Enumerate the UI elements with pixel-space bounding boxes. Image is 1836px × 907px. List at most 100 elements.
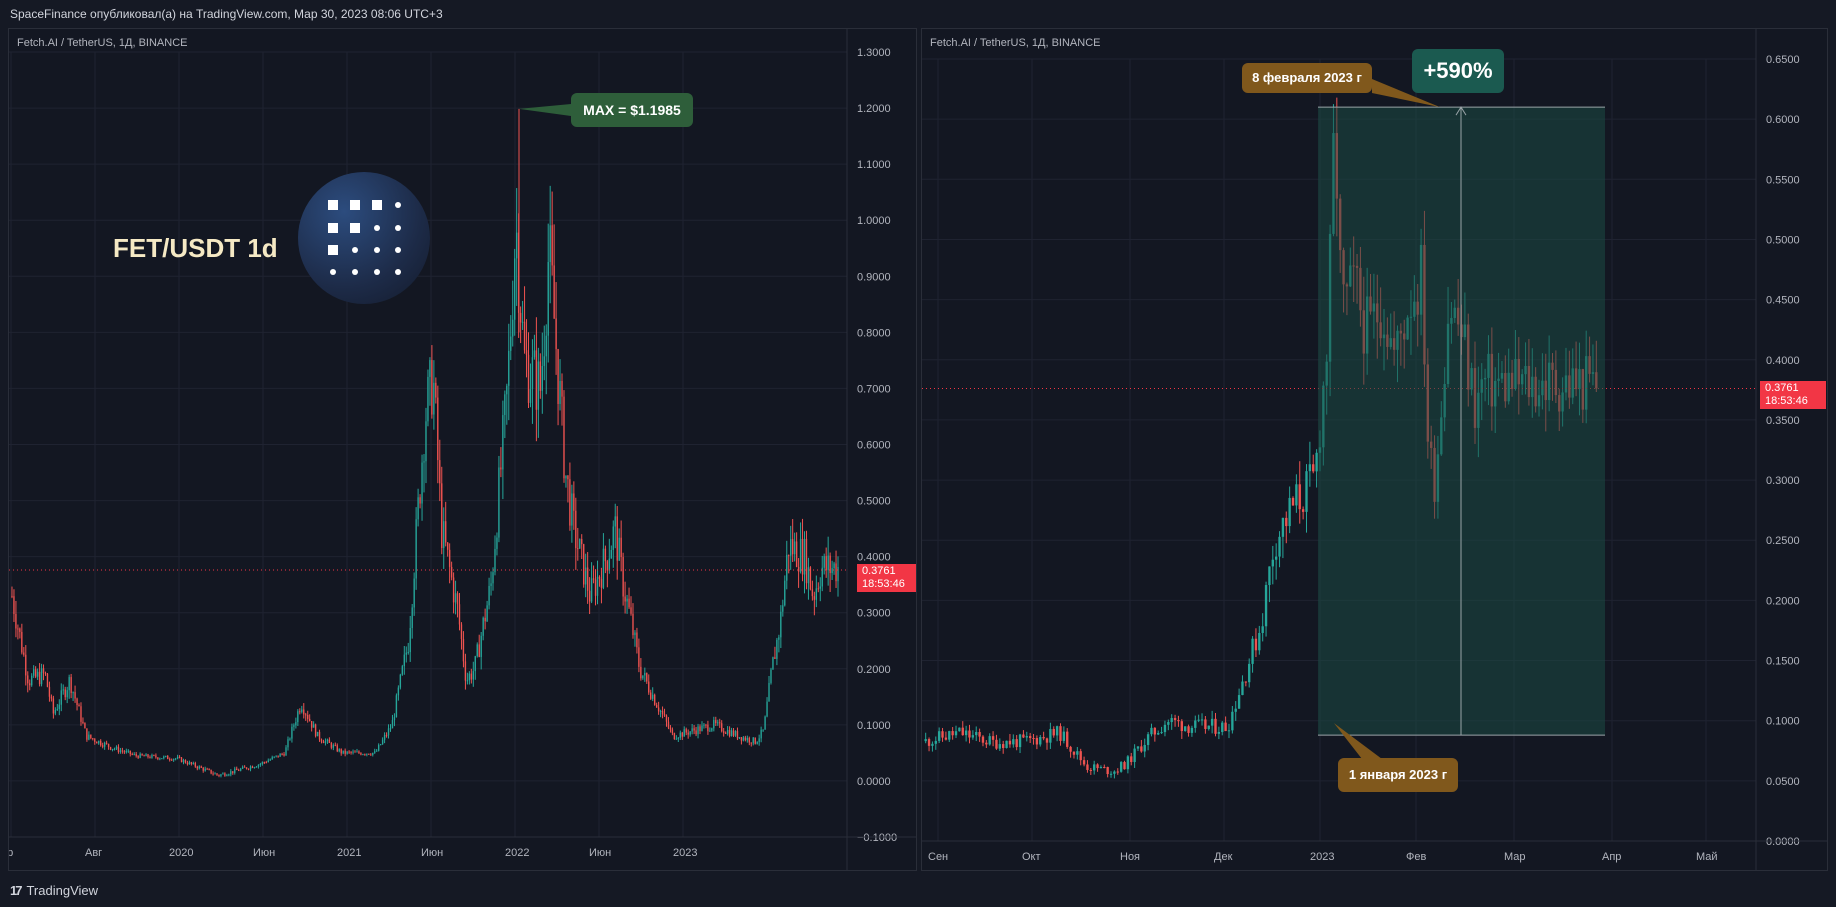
right-chart-canvas[interactable]: 0.6500 0.6000 0.5500 0.5000 0.4500 0.4000 0.35… [922, 29, 1828, 871]
candle-body [312, 724, 315, 728]
candle-body [588, 590, 591, 602]
candle-body [224, 773, 226, 776]
candle-body [592, 578, 595, 580]
candle-body [190, 762, 193, 764]
candle-body [991, 736, 995, 740]
candle-body [482, 617, 484, 636]
candle-body [377, 744, 380, 751]
candle-body [1298, 484, 1301, 510]
candle-body [32, 669, 35, 676]
candle-body [362, 754, 364, 756]
peak-date-callout: 8 февраля 2023 г [1242, 63, 1372, 93]
candle-body [249, 766, 252, 770]
candle-body [1207, 725, 1210, 729]
candle-body [243, 766, 246, 768]
candle-body [583, 544, 585, 585]
candle-body [468, 673, 471, 681]
candle-body [180, 757, 183, 763]
candle-body [650, 692, 652, 699]
candle-body [640, 666, 642, 679]
candle-body [1028, 736, 1032, 739]
candle-body [699, 726, 701, 732]
candle-body [512, 319, 514, 337]
candle-body [88, 734, 90, 740]
candle-body [742, 737, 745, 741]
candle-body [671, 729, 674, 734]
candle-body [1018, 734, 1022, 748]
candle-body [72, 692, 74, 694]
candle-body [1231, 711, 1234, 731]
candle-body [484, 617, 486, 622]
candle-body [109, 747, 112, 750]
candle-body [54, 710, 57, 714]
candle-body [964, 730, 968, 736]
right-chart-pane[interactable]: 0.6500 0.6000 0.5500 0.5000 0.4500 0.4000 0.35… [921, 28, 1828, 871]
candle-body [646, 673, 648, 682]
candle-body [931, 743, 934, 746]
candle-body [19, 628, 21, 632]
left-countdown: 18:53:46 [862, 578, 905, 590]
candle-body [1237, 695, 1241, 709]
x-tick-label: 2023 [673, 847, 697, 859]
candle-body [628, 598, 630, 608]
candle-body [995, 739, 998, 749]
candle-body [1025, 736, 1028, 738]
candle-body [169, 759, 171, 761]
candle-body [303, 709, 305, 715]
candle-body [261, 762, 264, 765]
y-tick-label: 0.4000 [857, 552, 891, 564]
y-tick-label: 0.5000 [857, 496, 891, 508]
candle-body [423, 461, 425, 463]
candle-body [348, 751, 350, 753]
left-chart-canvas[interactable]: 1.3000 1.2000 1.1000 1.0000 0.9000 0.8000 0.70… [9, 29, 917, 871]
footer-bar: 17 TradingView [0, 874, 1836, 907]
candle-body [659, 711, 662, 713]
candle-body [610, 549, 612, 559]
tradingview-brand[interactable]: 17 TradingView [10, 883, 98, 898]
candle-body [385, 735, 388, 737]
candle-body [1049, 728, 1052, 743]
candle-body [620, 537, 622, 558]
candle-body [151, 754, 153, 758]
y-tick-label: 0.3000 [1766, 475, 1800, 487]
candle-body [439, 460, 441, 484]
candle-body [212, 773, 214, 775]
candle-body [68, 677, 70, 691]
candle-body [360, 753, 362, 755]
attribution-bar: SpaceFinance опубликовал(а) на TradingVi… [0, 0, 1836, 26]
candle-body [604, 548, 607, 562]
candle-body [393, 717, 396, 721]
candle-body [389, 728, 392, 730]
candle-body [764, 716, 766, 730]
candle-body [1116, 771, 1119, 773]
candle-body [744, 737, 747, 741]
candle-body [1210, 718, 1214, 726]
candle-body [529, 388, 532, 403]
candle-body [476, 644, 478, 657]
candle-body [60, 690, 62, 705]
candle-body [569, 479, 571, 526]
candle-body [194, 763, 197, 767]
candle-body [758, 738, 760, 742]
candle-body [1285, 517, 1288, 527]
left-last-price: 0.3761 [862, 565, 896, 577]
x-tick-label: 2020 [169, 847, 193, 859]
candle-body [618, 537, 620, 561]
candle-body [653, 694, 656, 705]
candle-body [998, 744, 1002, 749]
candle-body [581, 539, 583, 545]
candle-body [320, 739, 323, 742]
candle-body [174, 758, 177, 760]
candle-body [782, 605, 784, 612]
candle-body [504, 394, 506, 416]
candle-body [738, 737, 741, 739]
left-chart-pane[interactable]: 1.3000 1.2000 1.1000 1.0000 0.9000 0.8000 0.70… [8, 28, 917, 871]
candle-body [1093, 764, 1096, 771]
x-tick-label: Июн [421, 847, 443, 859]
candle-body [1039, 737, 1042, 745]
candle-body [336, 745, 338, 752]
candle-body [220, 774, 222, 777]
candle-body [172, 758, 175, 761]
candle-body [1096, 764, 1099, 769]
candle-body [815, 588, 818, 600]
